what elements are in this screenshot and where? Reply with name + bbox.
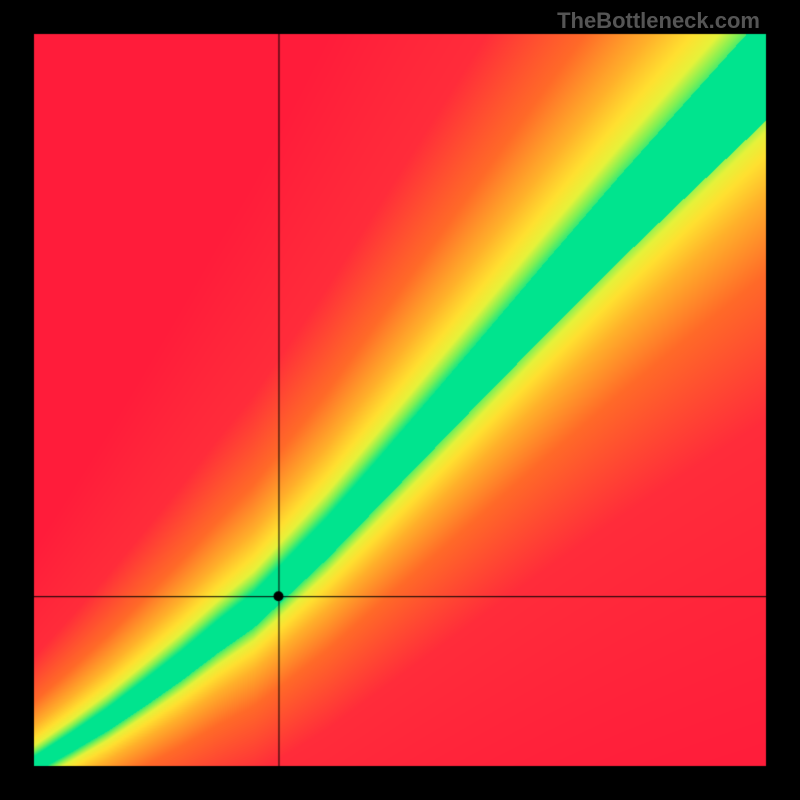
bottleneck-heatmap bbox=[0, 0, 800, 800]
watermark-text: TheBottleneck.com bbox=[557, 8, 760, 34]
